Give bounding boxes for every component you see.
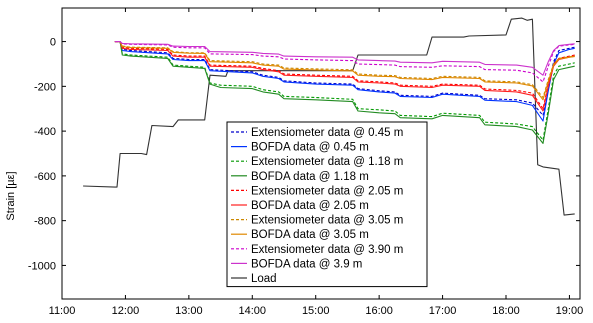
y-tick-label: 0 [50,37,56,49]
x-tick-label: 11:00 [49,305,76,317]
x-axis-ticks: 11:00 12:00 13:00 14:00 15:00 16:00 17:00 18:00… [49,8,584,317]
x-tick-label: 18:00 [492,305,520,317]
y-tick-label: -400 [34,126,56,138]
legend-label: Extensiometer data @ 2.05 m [251,185,403,197]
legend: Extensiometer data @ 0.45 m BOFDA data @ … [226,121,428,288]
series-line-9 [114,41,575,76]
x-tick-label: 19:00 [556,305,584,317]
legend-label: BOFDA data @ 3.05 m [251,229,369,241]
series-line-2 [114,41,575,141]
legend-label: BOFDA data @ 2.05 m [251,200,369,212]
series-line-6 [114,41,575,99]
legend-label: Load [251,273,277,285]
legend-label: BOFDA data @ 0.45 m [251,142,369,154]
y-tick-label: -1000 [28,260,56,272]
x-tick-label: 16:00 [365,305,393,317]
x-tick-label: 15:00 [302,305,330,317]
x-tick-label: 13:00 [175,305,203,317]
series-line-1 [114,41,575,122]
legend-label: Extensiometer data @ 3.05 m [251,215,403,227]
y-tick-label: -800 [34,216,56,228]
legend-label: BOFDA data @ 1.18 m [251,171,369,183]
series-line-10 [83,17,575,216]
legend-box [226,121,428,288]
legend-label: BOFDA data @ 3.9 m [251,258,362,270]
x-tick-label: 14:00 [239,305,267,317]
y-tick-label: -600 [34,171,56,183]
series-line-7 [114,41,575,101]
series-line-4 [114,41,575,110]
series-line-5 [114,41,575,112]
series-line-3 [114,41,575,144]
series-line-0 [114,41,575,116]
y-axis-ticks: 0 -200 -400 -600 -800 -1000 [28,37,580,272]
legend-label: Extensiometer data @ 0.45 m [251,127,403,139]
legend-label: Extensiometer data @ 3.90 m [251,244,403,256]
y-axis-label: Strain [µε] [5,171,17,220]
y-tick-label: -200 [34,81,56,93]
series-lines [83,17,575,216]
legend-label: Extensiometer data @ 1.18 m [251,156,403,168]
x-tick-label: 12:00 [112,305,140,317]
x-tick-label: 17:00 [429,305,457,317]
